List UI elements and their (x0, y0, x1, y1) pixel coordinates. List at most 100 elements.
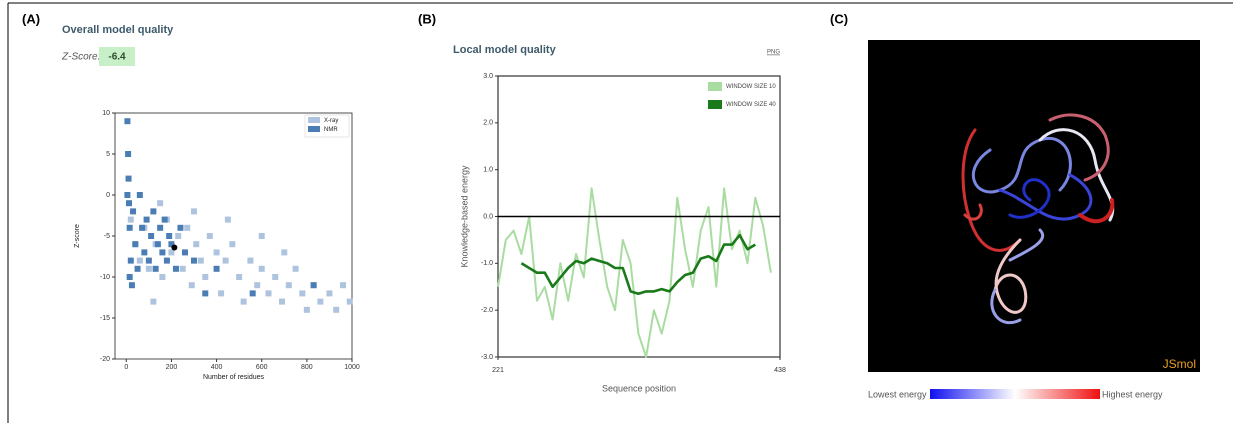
scatter-point (259, 266, 265, 272)
scatter-point (182, 249, 188, 255)
x-tick-label: 800 (301, 364, 313, 371)
scatter-point (189, 282, 195, 288)
scatter-point (214, 266, 220, 272)
scatter-point (223, 258, 229, 264)
y-tick-label: 0 (106, 192, 110, 199)
jsmol-viewer[interactable] (868, 40, 1200, 372)
x-tick-label: 0 (124, 364, 128, 371)
scatter-point (340, 282, 346, 288)
x-tick-label: 221 (492, 367, 504, 374)
scatter-point (124, 192, 130, 198)
y-tick-label: -5 (104, 233, 110, 240)
scatter-point (218, 290, 224, 296)
y-tick-label: -15 (100, 315, 110, 322)
legend-label: NMR (324, 127, 338, 133)
scatter-point (129, 282, 135, 288)
scatter-point (311, 282, 317, 288)
scatter-point (159, 249, 165, 255)
scatter-point (259, 233, 265, 239)
x-axis-label: Sequence position (602, 383, 676, 393)
legend-label: X-ray (324, 118, 338, 124)
scatter-point (175, 233, 181, 239)
y-tick-label: 1.0 (483, 167, 493, 174)
scatter-point (164, 258, 170, 264)
scatter-point (250, 290, 256, 296)
scatter-point (157, 200, 163, 206)
legend-swatch (708, 100, 722, 109)
legend-label: WINDOW SIZE 10 (726, 84, 776, 90)
y-tick-label: 3.0 (483, 73, 493, 80)
scatter-point (125, 151, 131, 157)
y-tick-label: -2.0 (481, 307, 493, 314)
energy-high-label: Highest energy (1102, 389, 1163, 399)
panel-label: (B) (418, 11, 436, 26)
scatter-point (180, 266, 186, 272)
png-link[interactable]: PNG (767, 50, 780, 56)
scatter-point (153, 266, 159, 272)
scatter-point (279, 299, 285, 305)
figure: (A) Overall model quality Z-Score: -6.4 … (0, 0, 1233, 423)
model-point (171, 244, 177, 250)
y-tick-label: 10 (102, 110, 110, 117)
y-axis-label: Z-score (74, 224, 81, 248)
scatter-point (236, 274, 242, 280)
x-tick-label: 200 (166, 364, 178, 371)
z-score-value: -6.4 (108, 52, 126, 63)
scatter-point (150, 299, 156, 305)
legend-label: WINDOW SIZE 40 (726, 102, 776, 108)
y-tick-label: -1.0 (481, 260, 493, 267)
y-tick-label: -3.0 (481, 354, 493, 361)
scatter-point (202, 290, 208, 296)
scatter-point (202, 274, 208, 280)
scatter-point (159, 274, 165, 280)
energy-low-label: Lowest energy (868, 389, 927, 399)
scatter-point (281, 249, 287, 255)
scatter-point (137, 192, 143, 198)
scatter-point (155, 241, 161, 247)
scatter-point (191, 208, 197, 214)
z-score-label: Z-Score: (61, 52, 101, 63)
scatter-point (293, 266, 299, 272)
scatter-point (177, 225, 183, 231)
scatter-point (146, 266, 152, 272)
x-tick-label: 438 (774, 367, 786, 374)
scatter-point (128, 258, 134, 264)
scatter-point (214, 249, 220, 255)
scatter-point (135, 266, 141, 272)
scatter-point (198, 258, 204, 264)
scatter-point (347, 299, 353, 305)
y-tick-label: -20 (100, 356, 110, 363)
scatter-point (317, 299, 323, 305)
y-tick-label: 5 (106, 151, 110, 158)
panel-title: Overall model quality (62, 24, 174, 36)
y-tick-label: 0.0 (483, 213, 493, 220)
scatter-point (146, 258, 152, 264)
scatter-point (184, 225, 190, 231)
scatter-point (299, 290, 305, 296)
scatter-point (272, 274, 278, 280)
scatter-point (265, 290, 271, 296)
scatter-point (166, 233, 172, 239)
scatter-point (148, 233, 154, 239)
scatter-point (254, 282, 260, 288)
scatter-point (128, 217, 134, 223)
energy-gradient (930, 389, 1100, 399)
scatter-point (173, 266, 179, 272)
x-tick-label: 600 (256, 364, 268, 371)
scatter-point (130, 208, 136, 214)
scatter-point (144, 217, 150, 223)
panel-title: Local model quality (453, 44, 557, 56)
scatter-point (193, 241, 199, 247)
scatter-point (333, 307, 339, 313)
scatter-point (191, 258, 197, 264)
scatter-point (139, 225, 145, 231)
scatter-point (247, 258, 253, 264)
scatter-point (127, 225, 133, 231)
scatter-point (304, 307, 310, 313)
scatter-point (126, 176, 132, 182)
scatter-point (141, 249, 147, 255)
scatter-point (229, 241, 235, 247)
x-tick-label: 400 (211, 364, 223, 371)
scatter-point (162, 217, 168, 223)
scatter-point (207, 233, 213, 239)
